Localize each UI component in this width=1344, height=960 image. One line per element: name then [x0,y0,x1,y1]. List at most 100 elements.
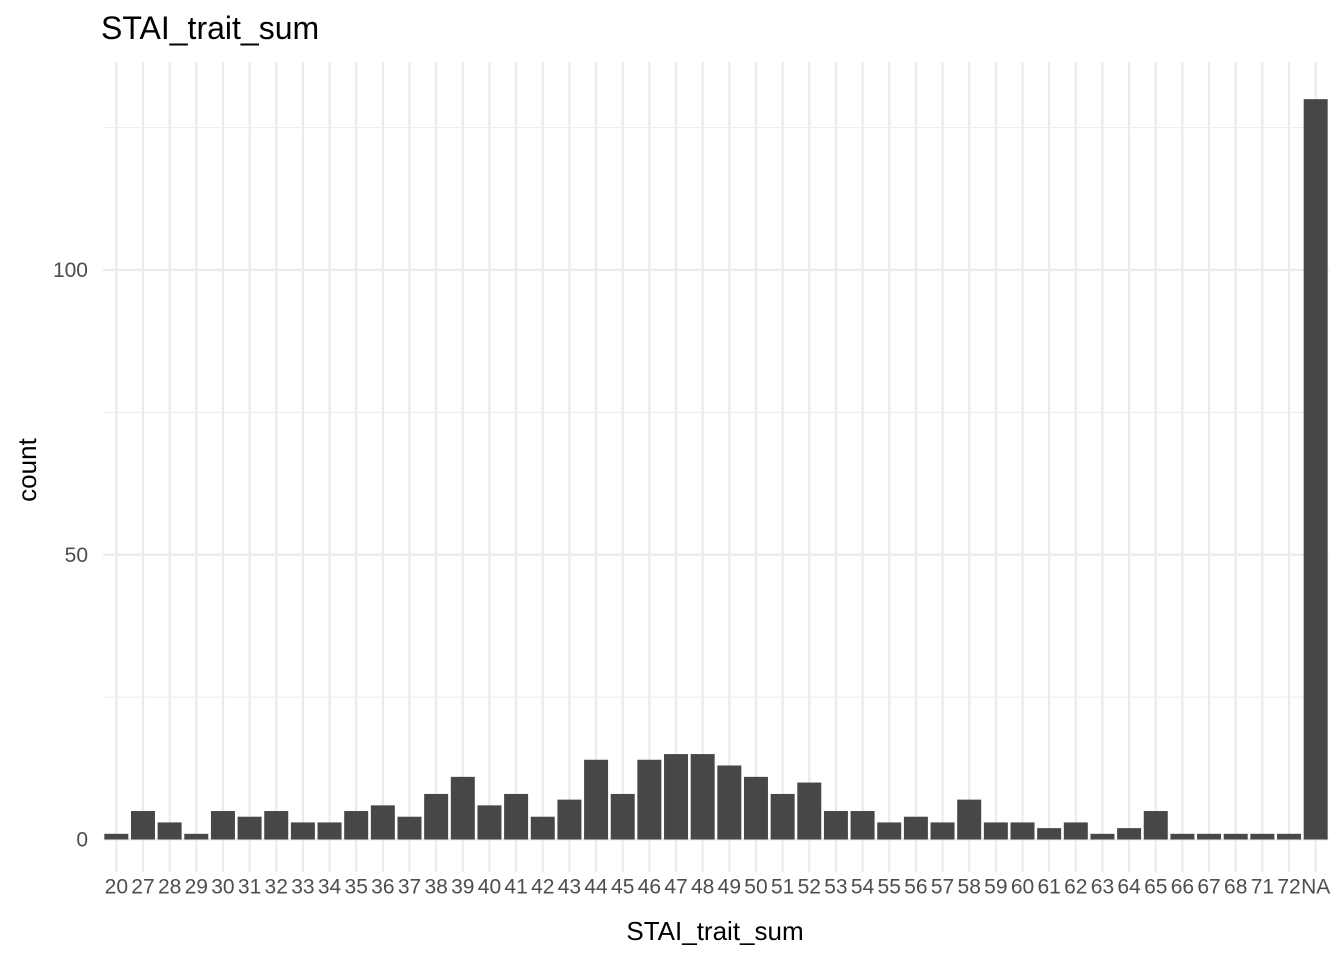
bar-32 [264,811,289,840]
bar-56 [903,816,928,840]
x-tick-label: 72 [1277,875,1300,898]
x-tick-label: 34 [318,875,342,898]
x-tick-label: NA [1301,875,1330,898]
bar-65 [1143,811,1168,840]
bar-53 [823,811,848,840]
bar-54 [850,811,875,840]
x-tick-label: 52 [798,875,821,898]
bar-41 [504,793,529,840]
bar-66 [1170,833,1195,840]
x-tick-labels: 20 27 28 29 30 31 32 33 34 35 36 37 38 39 40 41 42 43 44 45… [105,875,1331,898]
bar-43 [557,799,582,840]
x-tick-label: 57 [931,875,954,898]
y-tick-labels: 0 50 100 [53,259,88,852]
bar-46 [637,759,662,840]
x-tick-label: 53 [824,875,847,898]
x-tick-label: 64 [1117,875,1141,898]
bar-61 [1037,828,1062,840]
bar-49 [717,765,742,840]
x-tick-label: 45 [611,875,634,898]
x-tick-label: 63 [1091,875,1114,898]
bar-35 [344,811,369,840]
x-tick-label: 43 [558,875,581,898]
bar-68 [1223,833,1248,840]
x-tick-label: 48 [691,875,714,898]
bar-45 [610,793,635,840]
x-tick-label: 55 [878,875,901,898]
bar-33 [290,822,315,840]
x-tick-label: 68 [1224,875,1247,898]
x-tick-label: 37 [398,875,421,898]
x-tick-label: 29 [185,875,208,898]
bar-31 [237,816,262,840]
bar-67 [1197,833,1222,840]
bar-40 [477,805,502,840]
bar-27 [130,811,155,840]
bar-47 [664,754,689,840]
bar-71 [1250,833,1275,840]
x-tick-label: 49 [718,875,741,898]
grid-lines [103,62,1329,872]
x-tick-label: 40 [478,875,501,898]
y-tick-label: 0 [76,829,88,852]
y-axis-title: count [12,437,42,501]
bar-59 [983,822,1008,840]
bars [104,99,1328,840]
x-tick-label: 38 [424,875,447,898]
bar-60 [1010,822,1035,840]
bar-42 [530,816,555,840]
x-tick-label: 42 [531,875,554,898]
x-tick-label: 67 [1197,875,1220,898]
x-tick-label: 59 [984,875,1007,898]
bar-30 [210,811,235,840]
bar-58 [957,799,982,840]
y-tick-label: 100 [53,259,88,282]
bar-52 [797,782,822,840]
x-tick-label: 31 [238,875,261,898]
bar-38 [424,793,449,840]
x-tick-label: 27 [131,875,154,898]
bar-34 [317,822,342,840]
x-tick-label: 44 [584,875,608,898]
bar-28 [157,822,182,840]
bar-51 [770,793,795,840]
x-tick-label: 62 [1064,875,1087,898]
x-tick-label: 50 [744,875,767,898]
x-tick-label: 30 [211,875,234,898]
x-tick-label: 58 [958,875,981,898]
x-tick-label: 35 [345,875,368,898]
bar-57 [930,822,955,840]
x-tick-label: 28 [158,875,181,898]
bar-48 [690,754,715,840]
x-tick-label: 66 [1171,875,1194,898]
x-tick-label: 41 [504,875,527,898]
x-axis-title: STAI_trait_sum [626,916,803,946]
x-tick-label: 39 [451,875,474,898]
x-tick-label: 56 [904,875,927,898]
x-tick-label: 36 [371,875,394,898]
x-tick-label: 20 [105,875,128,898]
bar-64 [1117,828,1142,840]
bar-44 [584,759,609,840]
bar-39 [450,776,475,840]
x-tick-label: 65 [1144,875,1167,898]
chart-title: STAI_trait_sum [101,10,319,46]
bar-72 [1277,833,1302,840]
x-tick-label: 61 [1037,875,1060,898]
bar-50 [743,776,768,840]
bar-62 [1063,822,1088,840]
bar-55 [877,822,902,840]
bar-NA [1303,99,1328,840]
x-tick-label: 33 [291,875,314,898]
x-tick-label: 60 [1011,875,1034,898]
bar-36 [370,805,395,840]
x-tick-label: 71 [1251,875,1274,898]
bar-20 [104,833,129,840]
x-tick-label: 47 [664,875,687,898]
y-tick-label: 50 [65,544,88,567]
x-tick-label: 46 [638,875,661,898]
bar-37 [397,816,422,840]
x-tick-label: 51 [771,875,794,898]
x-tick-label: 54 [851,875,875,898]
